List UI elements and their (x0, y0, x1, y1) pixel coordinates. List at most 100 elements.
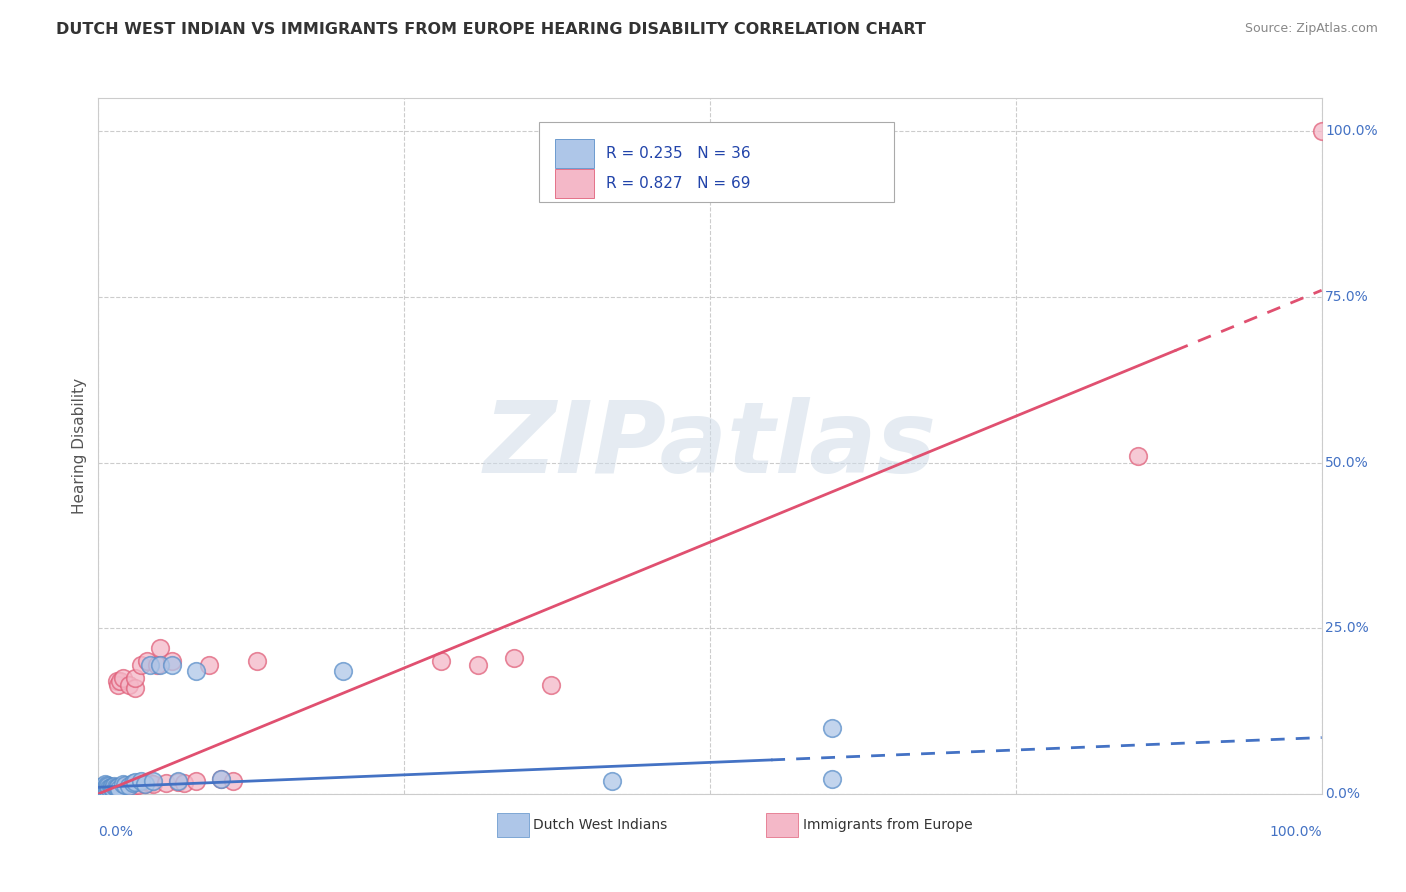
Point (160, 657, 183, 672)
Point (209, 772, 232, 787)
Point (111, 671, 134, 685)
Point (124, 671, 146, 685)
Point (101, 781, 124, 796)
Point (186, 773, 208, 788)
Point (90, 782, 112, 797)
Point (136, 654, 159, 668)
Point (209, 772, 232, 787)
Point (142, 777, 165, 791)
Point (91, 783, 114, 797)
Point (129, 657, 152, 672)
Point (100, 780, 122, 795)
Point (114, 778, 136, 792)
Point (97, 783, 120, 797)
Point (167, 775, 190, 789)
Point (118, 779, 141, 793)
Point (101, 782, 124, 797)
FancyBboxPatch shape (555, 169, 593, 198)
Point (91, 781, 114, 796)
Point (90, 780, 112, 795)
Point (1310, 124, 1333, 138)
Point (93, 782, 115, 797)
Point (121, 779, 143, 793)
Point (96, 781, 118, 796)
Point (91, 779, 114, 793)
Point (100, 780, 122, 795)
Point (108, 780, 131, 795)
Point (118, 779, 141, 793)
Point (332, 665, 354, 679)
Point (103, 780, 125, 795)
Text: R = 0.235   N = 36: R = 0.235 N = 36 (606, 146, 751, 161)
Point (98, 781, 121, 796)
Text: Dutch West Indians: Dutch West Indians (533, 818, 666, 832)
Point (91, 782, 114, 797)
Point (149, 657, 172, 672)
Point (120, 778, 142, 792)
Point (110, 780, 132, 795)
Point (96, 778, 118, 792)
Point (96, 780, 118, 795)
Text: 0.0%: 0.0% (98, 825, 134, 839)
Point (107, 677, 129, 691)
FancyBboxPatch shape (766, 814, 799, 837)
FancyBboxPatch shape (538, 122, 894, 202)
Point (105, 782, 128, 797)
Point (103, 779, 125, 793)
Point (96, 782, 118, 797)
Point (121, 776, 143, 790)
Point (107, 780, 129, 794)
Text: Immigrants from Europe: Immigrants from Europe (803, 818, 973, 832)
FancyBboxPatch shape (555, 139, 593, 169)
Point (222, 773, 245, 788)
Point (90, 783, 112, 797)
Text: 50.0%: 50.0% (1326, 456, 1369, 469)
Point (197, 657, 219, 672)
Point (142, 773, 165, 788)
Text: R = 0.827   N = 69: R = 0.827 N = 69 (606, 177, 751, 191)
Text: 75.0%: 75.0% (1326, 290, 1369, 304)
Point (246, 654, 269, 668)
Point (167, 773, 190, 788)
Point (94, 780, 117, 795)
Point (101, 780, 124, 794)
Point (118, 677, 141, 691)
Point (134, 777, 156, 791)
Point (139, 776, 162, 790)
Point (97, 780, 120, 795)
Point (98, 783, 121, 797)
Point (430, 654, 453, 668)
FancyBboxPatch shape (498, 814, 529, 837)
Point (101, 781, 124, 796)
Point (93, 777, 115, 791)
Point (89, 783, 111, 797)
Text: 0.0%: 0.0% (1326, 787, 1361, 801)
Text: 100.0%: 100.0% (1326, 124, 1378, 138)
Text: ZIPatlas: ZIPatlas (484, 398, 936, 494)
Point (124, 775, 146, 789)
Point (104, 780, 127, 795)
Point (97, 781, 120, 796)
Text: 100.0%: 100.0% (1270, 825, 1322, 839)
Point (149, 641, 172, 656)
Point (160, 654, 183, 668)
Point (127, 778, 149, 792)
Text: 25.0%: 25.0% (1326, 621, 1369, 635)
Point (93, 783, 115, 797)
Point (821, 721, 844, 735)
Point (105, 674, 128, 689)
Point (100, 782, 122, 797)
Point (115, 780, 138, 795)
Point (108, 781, 131, 796)
Point (101, 783, 124, 797)
Point (129, 773, 152, 788)
Point (91, 781, 114, 796)
Point (503, 651, 526, 665)
Point (93, 781, 115, 796)
Point (104, 781, 127, 796)
Point (1128, 449, 1150, 463)
Point (96, 783, 118, 797)
Point (111, 777, 134, 791)
Text: Source: ZipAtlas.com: Source: ZipAtlas.com (1244, 22, 1378, 36)
Point (600, 773, 623, 788)
